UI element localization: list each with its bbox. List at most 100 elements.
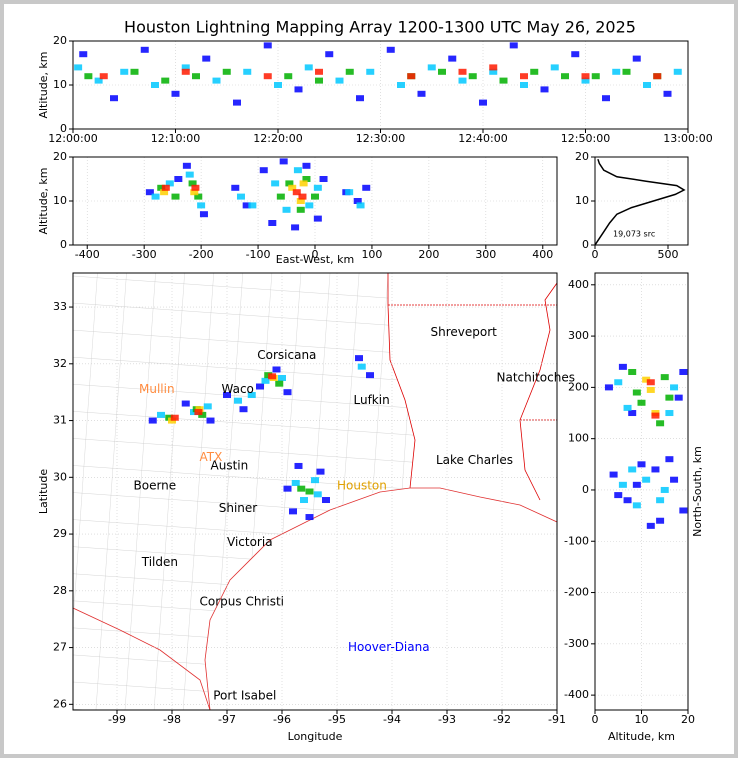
y-tick-label: 300 [568,329,589,342]
x-tick-label: -96 [273,713,291,726]
data-point [311,477,319,484]
city-label: Mullin [139,382,175,396]
data-point [313,184,322,191]
data-point [182,162,191,169]
data-point [520,73,528,80]
data-point [181,64,190,71]
data-point [656,497,665,504]
data-point [622,68,631,75]
data-point [660,486,669,493]
data-point [322,497,330,504]
data-point [632,502,641,509]
data-point [302,176,311,182]
data-point [234,397,242,404]
data-point [571,51,580,58]
axes-frame [72,156,558,246]
city-label: Tilden [141,555,178,569]
data-point [243,68,252,75]
data-point [448,55,457,62]
data-point [274,82,282,88]
y-axis-label: Latitude [37,469,50,515]
data-point [171,193,180,200]
data-point [79,51,88,58]
data-point [293,167,302,174]
city-label: Austin [211,458,249,472]
x-axis-label: East-West, km [276,253,354,266]
y-tick-label: 0 [60,238,67,251]
y-tick-label: 200 [568,380,589,393]
x-axis-label: Altitude, km [608,730,675,743]
data-point [261,377,270,384]
x-tick-label: -91 [548,713,566,726]
data-point [319,176,328,182]
data-point [458,77,467,84]
data-point [618,481,627,488]
y-tick-label: 20 [575,150,589,163]
data-point [223,392,231,399]
data-point [99,73,108,80]
data-point [468,73,477,80]
city-label: Shiner [219,501,258,515]
data-point [291,224,300,231]
data-point [194,409,203,416]
city-label: Lufkin [354,393,390,407]
data-point [268,220,277,226]
data-point [679,368,688,375]
data-point [299,180,308,187]
data-point [202,55,211,62]
data-point [263,73,272,80]
y-tick-label: 0 [582,483,589,496]
data-point [489,64,498,71]
x-tick-label: -97 [218,713,236,726]
x-tick-label: -93 [438,713,456,726]
x-tick-label: 0 [592,248,599,261]
city-label: Boerne [134,478,177,492]
data-point [206,417,215,424]
state-border [388,304,557,421]
data-point [181,400,190,407]
y-tick-label: 10 [53,78,67,91]
data-point [190,189,199,196]
plot-data [594,158,686,246]
data-point [665,394,674,401]
data-point [628,466,637,473]
data-point [642,376,651,383]
x-tick-label: 100 [361,248,382,261]
data-point [670,476,679,483]
y-tick-label: -400 [564,688,589,701]
data-point [427,64,436,71]
y-tick-label: 27 [53,641,67,654]
y-tick-label: 10 [53,194,67,207]
data-point [291,479,300,486]
data-point [272,366,281,373]
data-point [660,374,669,381]
plot-data [74,42,682,106]
data-point [161,77,170,84]
data-point [550,64,559,71]
data-point [160,189,169,196]
data-point [628,410,637,417]
data-point [188,180,197,187]
data-point [637,399,646,406]
data-point [362,184,371,191]
data-point [520,82,528,88]
city-label: Corpus Christi [200,595,285,609]
data-point [203,403,212,410]
data-point [623,404,632,411]
city-label: Houston [337,478,387,492]
data-point [509,42,518,49]
data-point [283,389,292,396]
data-point [297,485,306,492]
x-tick-label: 500 [657,248,678,261]
x-tick-label: -99 [108,713,126,726]
city-label: Shreveport [431,325,498,339]
data-point [279,158,288,165]
data-point [74,64,83,71]
data-point [642,476,651,483]
plot-data [604,363,688,529]
x-axis-label: Longitude [288,730,343,743]
x-tick-label: 12:50:00 [561,132,610,145]
data-point [185,171,194,178]
city-label: Natchitoches [497,370,575,384]
data-point [604,384,613,391]
